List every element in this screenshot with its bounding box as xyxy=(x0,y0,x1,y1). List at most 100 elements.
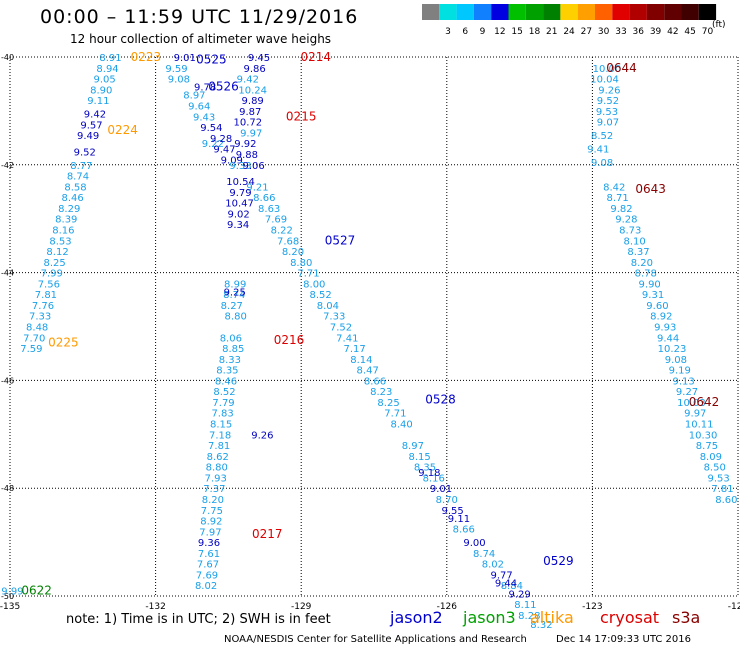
pass-time-label: 0223 xyxy=(131,50,162,64)
y-tick-label: -50 xyxy=(1,592,14,601)
swh-value-point: 8.97 xyxy=(402,441,424,452)
swh-value-point: 9.57 xyxy=(80,120,102,131)
swh-value-point: 7.61 xyxy=(198,549,220,560)
swh-value-point: 8.46 xyxy=(215,376,237,387)
y-tick-label: -40 xyxy=(1,53,14,62)
swh-value-point: 8.02 xyxy=(195,581,217,592)
swh-value-point: 8.04 xyxy=(317,301,339,312)
scale-swatch xyxy=(439,4,457,20)
swh-value-point: 8.52 xyxy=(309,290,331,301)
swh-value-point: 8.48 xyxy=(26,323,48,334)
pass-time-label: 0217 xyxy=(252,527,283,541)
swh-value-point: 7.81 xyxy=(711,484,733,495)
scale-label: 30 xyxy=(598,27,610,37)
legend-jason2: jason2 xyxy=(390,608,443,627)
swh-value-point: 7.59 xyxy=(20,344,42,355)
swh-value-point: 7.97 xyxy=(199,527,221,538)
swh-value-point: 7.93 xyxy=(205,473,227,484)
swh-value-point: 9.43 xyxy=(193,112,215,123)
swh-value-point: 8.11 xyxy=(514,600,536,611)
swh-value-point: 8.53 xyxy=(49,236,71,247)
swh-value-point: 8.77 xyxy=(70,161,92,172)
swh-value-point: 9.89 xyxy=(242,96,264,107)
swh-value-point: 9.01 xyxy=(430,484,452,495)
swh-value-point: 9.93 xyxy=(654,323,676,334)
swh-value-point: 9.08 xyxy=(591,158,613,169)
swh-value-point: 8.46 xyxy=(61,193,83,204)
swh-value-point: 8.15 xyxy=(210,420,232,431)
swh-value-point: 8.92 xyxy=(200,517,222,528)
swh-value-point: 8.16 xyxy=(423,473,445,484)
swh-value-point: 8.66 xyxy=(364,376,386,387)
swh-value-point: 9.97 xyxy=(684,409,706,420)
scale-label: 15 xyxy=(511,27,522,37)
x-tick-label: -129 xyxy=(291,602,312,612)
swh-value-point: 7.71 xyxy=(297,269,319,280)
scale-swatch xyxy=(525,4,544,20)
pass-time-label: 0525 xyxy=(196,53,227,67)
swh-value-point: 9.92 xyxy=(234,139,256,150)
scale-label: 39 xyxy=(650,27,662,37)
swh-value-point: 8.84 xyxy=(501,581,523,592)
footer-note: note: 1) Time is in UTC; 2) SWH is in fe… xyxy=(66,612,331,627)
swh-value-point: 8.25 xyxy=(377,398,399,409)
swh-value-point: 9.47 xyxy=(213,145,235,156)
pass-time-label: 0526 xyxy=(208,80,239,94)
swh-value-point: 7.81 xyxy=(208,441,230,452)
swh-value-point: 8.52 xyxy=(591,131,613,142)
swh-value-point: 9.64 xyxy=(188,102,210,113)
swh-value-point: 8.71 xyxy=(607,193,629,204)
swh-value-point: 8.20 xyxy=(282,247,304,258)
legend-s3a: s3a xyxy=(672,608,701,627)
legend-cryosat: cryosat xyxy=(600,608,660,627)
scale-label: 3 xyxy=(445,27,451,37)
swh-value-point: 7.81 xyxy=(35,290,57,301)
swh-value-point: 9.34 xyxy=(227,220,249,231)
scale-swatch xyxy=(629,4,647,20)
swh-value-point: 8.10 xyxy=(623,236,645,247)
swh-value-point: 10.47 xyxy=(225,199,254,210)
swh-value-point: 8.39 xyxy=(55,215,77,226)
scale-swatch xyxy=(698,4,717,20)
swh-value-point: 7.56 xyxy=(38,279,60,290)
swh-value-point: 9.82 xyxy=(610,204,632,215)
swh-value-point: 8.29 xyxy=(58,204,80,215)
swh-value-point: 10.04 xyxy=(590,75,619,86)
pass-time-label: 0216 xyxy=(274,333,305,347)
swh-value-point: 8.47 xyxy=(357,366,379,377)
y-tick-label: -46 xyxy=(1,376,14,385)
swh-value-point: 8.23 xyxy=(370,387,392,398)
swh-value-point: 7.67 xyxy=(197,560,219,571)
swh-value-point: 9.54 xyxy=(200,123,222,134)
swh-value-point: 8.35 xyxy=(216,366,238,377)
pass-time-label: 0643 xyxy=(635,182,666,196)
swh-value-point: 8.37 xyxy=(627,247,649,258)
swh-value-point: 8.85 xyxy=(222,344,244,355)
x-tick-label: -123 xyxy=(582,602,602,612)
scale-swatch xyxy=(422,4,440,20)
swh-value-point: 9.11 xyxy=(448,514,470,525)
swh-value-point: 8.74 xyxy=(473,549,495,560)
swh-value-point: 9.33 xyxy=(229,161,251,172)
swh-value-point: 9.11 xyxy=(87,96,109,107)
swh-value-point: 8.42 xyxy=(603,182,625,193)
swh-value-point: 8.58 xyxy=(64,182,86,193)
swh-value-point: 9.08 xyxy=(665,355,687,366)
swh-value-point: 9.19 xyxy=(669,366,691,377)
y-tick-label: -42 xyxy=(1,161,14,170)
swh-value-point: 8.75 xyxy=(696,441,718,452)
scale-swatch xyxy=(560,4,578,20)
swh-value-point: 10.54 xyxy=(226,177,255,188)
swh-value-point: 9.45 xyxy=(248,53,270,64)
color-scale-legend: 3 6 9 12 15 18 21 24 27 30 33 36 39 42 45 70 xyxy=(422,4,717,37)
swh-value-point: 7.33 xyxy=(323,312,345,323)
scale-swatch xyxy=(664,4,682,20)
scale-label: 9 xyxy=(480,27,486,37)
swh-value-point: 10.23 xyxy=(658,344,687,355)
swh-value-point: 10.03 xyxy=(677,398,706,409)
swh-value-point: 8.66 xyxy=(253,193,275,204)
color-scale-unit: (ft) xyxy=(712,20,726,30)
pass-time-label: 0527 xyxy=(325,233,356,247)
swh-value-point: 9.60 xyxy=(646,301,668,312)
scale-swatch xyxy=(646,4,665,20)
